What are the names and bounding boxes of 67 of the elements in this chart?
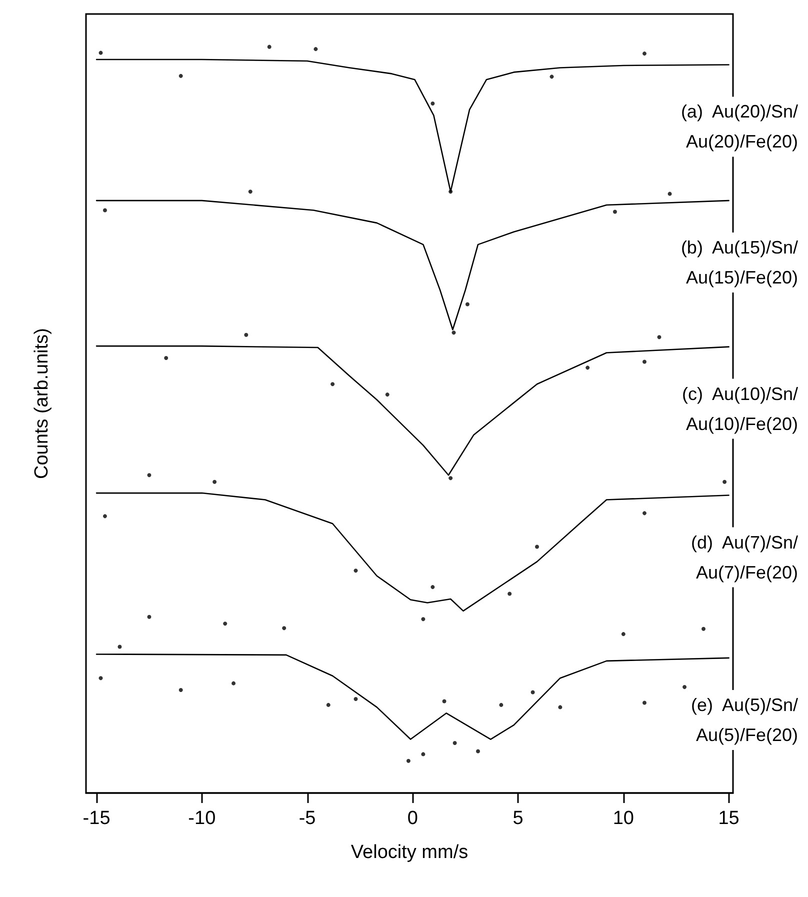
x-tick-label: 0 [407, 808, 418, 829]
point [448, 190, 453, 194]
y-axis-title: Counts (arb.units) [32, 328, 52, 480]
point [452, 741, 457, 746]
point [421, 752, 426, 756]
point [232, 681, 236, 686]
series-label: (d) Au(7)/Sn/ Au(7)/Fe(20) [690, 532, 798, 582]
point [178, 74, 183, 78]
point [118, 644, 122, 649]
point [476, 749, 480, 754]
point [442, 699, 446, 704]
x-tick-label: -5 [298, 808, 316, 829]
point [330, 382, 335, 386]
x-tick-label: 15 [718, 808, 740, 829]
point [267, 44, 272, 49]
point [642, 700, 646, 705]
x-tick-label: 5 [512, 808, 524, 829]
point [326, 702, 330, 707]
point [702, 626, 706, 631]
point [550, 74, 554, 79]
point [212, 480, 217, 484]
point [465, 302, 470, 306]
point [178, 688, 183, 692]
point [98, 50, 103, 55]
series-label: (c) Au(10)/Sn/ Au(10)/Fe(20) [682, 384, 798, 434]
point [98, 676, 103, 680]
x-axis-title: Velocity mm/s [350, 842, 468, 863]
point [102, 208, 107, 212]
point [102, 514, 107, 518]
point [248, 190, 252, 194]
x-tick-label: -10 [188, 808, 216, 829]
point [642, 52, 646, 56]
point [244, 332, 248, 337]
point [722, 480, 727, 484]
point [530, 690, 535, 694]
point [164, 356, 168, 360]
point [223, 622, 228, 626]
point [147, 473, 152, 478]
point [642, 360, 646, 364]
point [499, 702, 504, 707]
point [508, 592, 512, 596]
text: (e) Au(5)/Sn/ Au(5)/Fe(20) [690, 694, 798, 745]
point [354, 568, 358, 573]
point [406, 758, 410, 763]
point [354, 696, 358, 701]
point [314, 47, 318, 52]
point [385, 392, 390, 397]
point [642, 511, 646, 516]
point [682, 685, 687, 690]
point [448, 476, 453, 480]
point [430, 102, 435, 106]
series-label: (b) Au(15)/Sn/ Au(15)/Fe(20) [680, 238, 798, 288]
point [621, 632, 626, 636]
point [586, 366, 590, 370]
x-tick-label: 10 [612, 808, 634, 829]
point [452, 330, 456, 335]
point [668, 192, 672, 196]
point [282, 626, 286, 630]
point [612, 210, 617, 214]
point [535, 544, 540, 549]
point [657, 335, 662, 340]
point [430, 585, 435, 590]
point [558, 705, 562, 710]
point [147, 614, 152, 619]
point [421, 617, 426, 622]
text: (a) Au(20)/Sn/ Au(20)/Fe(20) [680, 102, 798, 152]
x-tick-label: -15 [82, 808, 110, 829]
